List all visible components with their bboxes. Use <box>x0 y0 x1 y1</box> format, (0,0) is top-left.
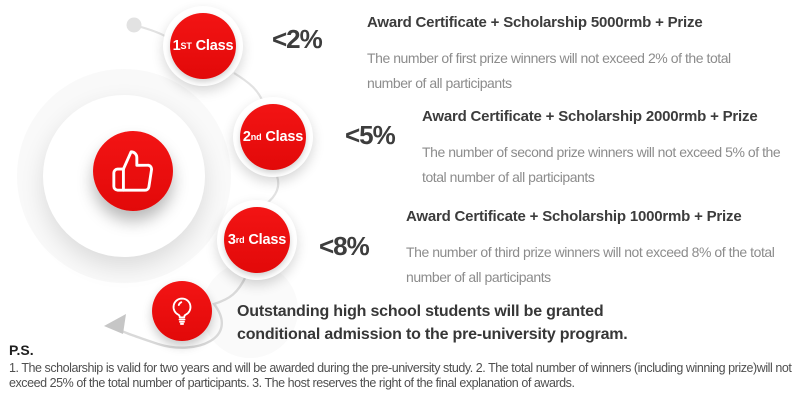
flow-start-dot <box>126 17 142 33</box>
stage-1-number: 1 <box>172 38 181 54</box>
award-3-desc: The number of third prize winners will n… <box>406 244 775 285</box>
lightbulb-badge <box>152 281 212 341</box>
lightbulb-icon <box>172 297 192 325</box>
stage-2-number: 2 <box>242 129 251 145</box>
stage-2-share: <5% <box>345 120 396 150</box>
award-block-1: Award Certificate + Scholarship 5000rmb … <box>367 13 739 96</box>
thumbs-up-badge <box>93 131 173 211</box>
stage-1-word: Class <box>195 38 234 54</box>
ps-text: 1. The scholarship is valid for two year… <box>9 361 792 390</box>
award-block-3: Award Certificate + Scholarship 1000rmb … <box>406 207 800 290</box>
connector-stage2-to-stage3 <box>265 175 280 205</box>
award-block-2: Award Certificate + Scholarship 2000rmb … <box>422 107 784 190</box>
stage-3-number: 3 <box>227 232 236 248</box>
admission-note: Outstanding high school students will be… <box>237 303 628 343</box>
award-1-desc: The number of first prize winners will n… <box>367 50 731 91</box>
ps-footer: P.S. 1. The scholarship is valid for two… <box>9 342 797 391</box>
award-2-title: Award Certificate + Scholarship 2000rmb … <box>422 108 758 125</box>
thumbs-up-icon <box>112 150 153 192</box>
flow-end-arrow <box>104 314 126 334</box>
stage-3-share: <8% <box>319 231 370 261</box>
award-1-title: Award Certificate + Scholarship 5000rmb … <box>367 14 703 31</box>
connector-stage1-to-stage2 <box>233 72 265 103</box>
award-2-desc: The number of second prize winners will … <box>422 144 781 185</box>
stage-1-circle: 1 ST Class <box>163 6 243 86</box>
ps-label: P.S. <box>9 342 34 358</box>
stage-1-share: <2% <box>272 24 323 54</box>
stage-1-label: 1 ST Class <box>170 13 236 79</box>
stage-3-word: Class <box>248 232 287 248</box>
stage-2-word: Class <box>265 129 304 145</box>
award-3-title: Award Certificate + Scholarship 1000rmb … <box>406 208 742 225</box>
